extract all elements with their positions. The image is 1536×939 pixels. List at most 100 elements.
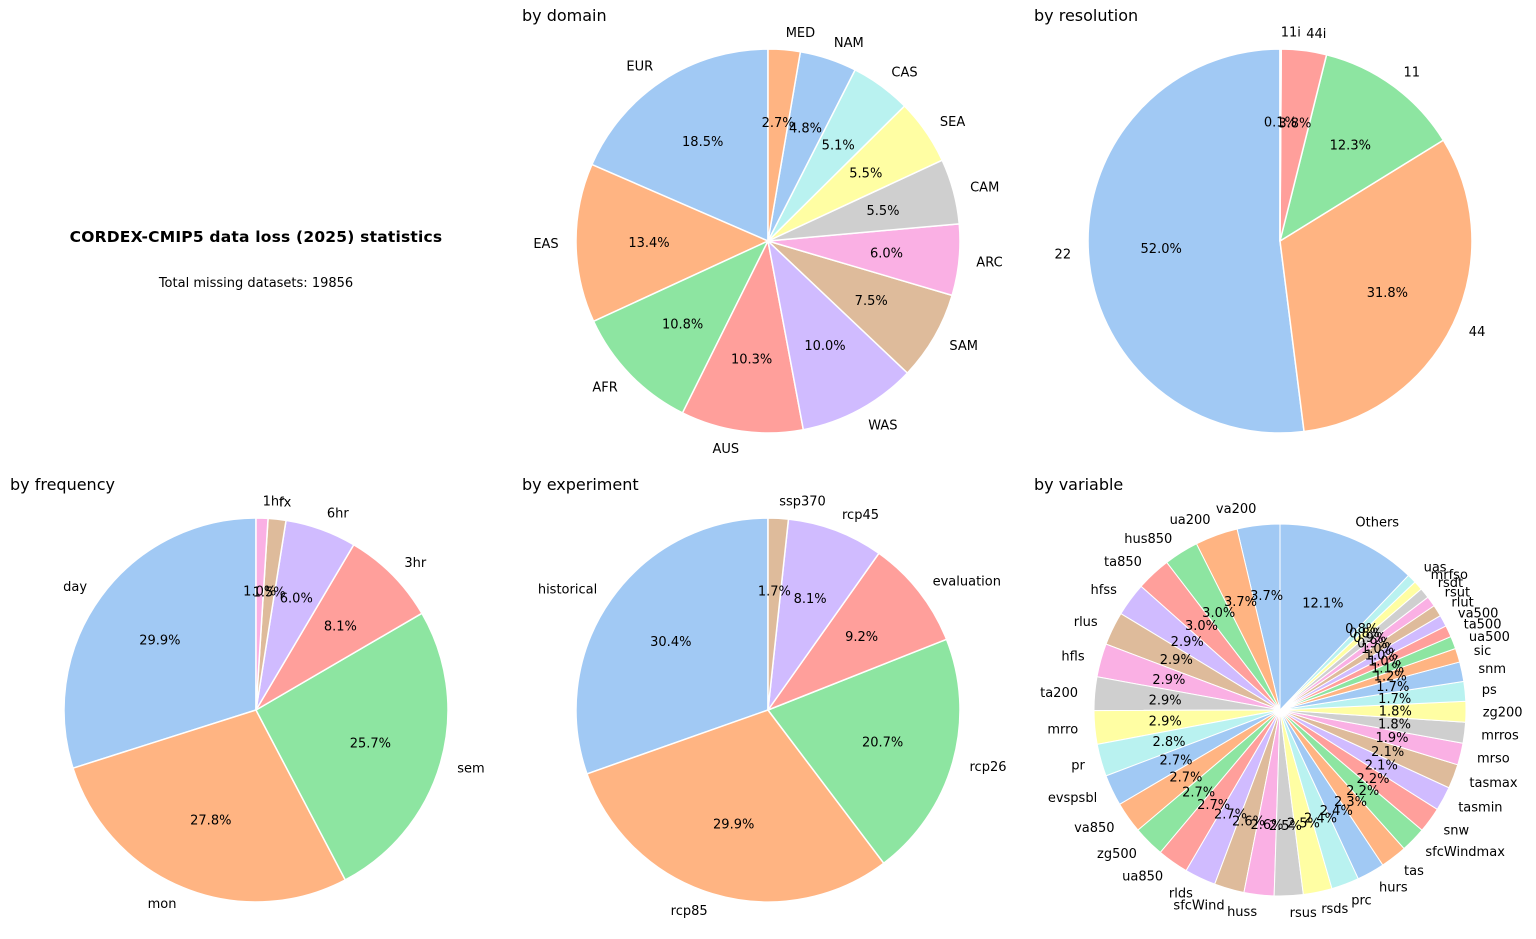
pie-label-rcp85: rcp85 [671, 904, 708, 919]
pie-percent-va850: 2.7% [1169, 770, 1202, 785]
pie-slices [63, 517, 449, 903]
pie-label-ta850: ta850 [1104, 555, 1142, 570]
pie-slice-AFR [592, 240, 769, 414]
chart-title-by-domain: by domain [522, 6, 607, 25]
pie-label-huss: huss [1227, 905, 1257, 920]
pie-label-tasmin: tasmin [1458, 800, 1502, 815]
pie-percent-11i: 0.1% [1264, 116, 1297, 131]
pie-percent-AUS: 10.3% [731, 352, 772, 367]
pie-slice-rcp26 [767, 638, 961, 864]
pie-label-hus850: hus850 [1124, 532, 1172, 547]
pie-label-ua200: ua200 [1170, 513, 1211, 528]
chart-title-by-frequency: by frequency [10, 475, 115, 494]
pie-slice-AUS [681, 240, 805, 434]
pie-percent-rsds: 2.5% [1287, 816, 1320, 831]
pie-label-SEA: SEA [940, 115, 965, 130]
pie-label-ta500: ta500 [1464, 618, 1502, 633]
chart-title-by-resolution: by resolution [1034, 6, 1139, 25]
pie-label-zg500: zg500 [1097, 847, 1137, 862]
pie-percent-ta850: 3.0% [1185, 619, 1218, 634]
pie-label-sem: sem [457, 761, 484, 776]
pie-label-day: day [63, 580, 87, 595]
pie-label-ta200: ta200 [1040, 686, 1078, 701]
pie-label-va850: va850 [1074, 821, 1114, 836]
pie-label-evaluation: evaluation [933, 574, 1001, 589]
chart-by-resolution: by resolution 52.0% 22 31.8% 44 12.3% 11 3.8% 4… [1024, 0, 1536, 469]
pie-slices [1093, 523, 1467, 897]
pie-percent-EAS: 13.4% [628, 236, 669, 251]
pie-label-fx: fx [279, 496, 292, 511]
chart-title-by-variable: by variable [1034, 475, 1124, 494]
pie-percent-mrro: 2.9% [1149, 714, 1182, 729]
pie-percent-rsus: 2.5% [1269, 819, 1302, 834]
pie-slice-mon [72, 709, 347, 903]
pie-percent-NAM: 4.8% [789, 122, 822, 137]
pie-percent-CAS: 5.1% [822, 138, 855, 153]
pie-label-va200: va200 [1216, 502, 1256, 517]
pie-labels: 52.0% 22 31.8% 44 12.3% 11 3.8% 44i 0.1% 11i [1055, 25, 1486, 340]
pie-label-tas: tas [1404, 864, 1424, 879]
pie-slice-3hr [255, 543, 423, 711]
pie-percent-evaluation: 9.2% [845, 630, 878, 645]
pie-slice-11i [1279, 48, 1282, 242]
pie-label-CAM: CAM [970, 180, 999, 195]
pie-percent-va500: 1.0% [1365, 648, 1398, 663]
pie-label-AFR: AFR [592, 380, 617, 395]
pie-percent-hfls: 2.9% [1152, 673, 1185, 688]
pie-percent-historical: 30.4% [650, 635, 691, 650]
pie-percent-hfss: 2.9% [1171, 635, 1204, 650]
pie-percent-rlut: 1.0% [1361, 642, 1394, 657]
pie-label-ARC: ARC [976, 255, 1002, 270]
pie-label-evspsbl: evspsbl [1048, 791, 1097, 806]
pie-label-rcp45: rcp45 [842, 508, 879, 523]
pie-by-variable: 3.7% va200 3.7% ua200 3.0% hus850 3.0% ta850 2.9… [1040, 502, 1522, 921]
pie-percent-sfcWindmax: 2.2% [1346, 784, 1379, 799]
pie-label-22: 22 [1055, 248, 1072, 263]
pie-slices [1087, 48, 1473, 434]
pie-label-EAS: EAS [533, 237, 558, 252]
pie-label-3hr: 3hr [404, 556, 427, 571]
pie-slice-22 [1087, 48, 1305, 434]
pie-percent-mrfso: 0.8% [1349, 626, 1382, 641]
pie-label-hfls: hfls [1061, 649, 1084, 664]
pie-label-SAM: SAM [949, 339, 978, 354]
pie-label-mrros: mrros [1481, 728, 1519, 743]
pie-percent-fx: 1.5% [253, 585, 286, 600]
pie-slice-rcp45 [767, 518, 880, 711]
pie-percent-sem: 25.7% [350, 736, 391, 751]
chart-title-by-experiment: by experiment [522, 475, 639, 494]
pie-percent-tasmin: 2.1% [1365, 759, 1398, 774]
pie-percent-ua500: 1.1% [1371, 662, 1404, 677]
pie-percent-hus850: 3.0% [1202, 606, 1235, 621]
pie-percent-rsut: 0.9% [1357, 636, 1390, 651]
pie-percent-Others: 12.1% [1302, 596, 1343, 611]
pie-labels: 3.7% va200 3.7% ua200 3.0% hus850 3.0% ta850 2.9… [1040, 502, 1522, 921]
pie-label-zg200: zg200 [1483, 705, 1523, 720]
pie-percent-evspsbl: 2.7% [1159, 753, 1192, 768]
pie-slice-evaluation [767, 552, 948, 711]
pie-percent-6hr: 6.0% [280, 592, 313, 607]
pie-percent-sfcWind: 2.6% [1232, 814, 1265, 829]
pie-percent-snm: 1.7% [1376, 680, 1409, 695]
pie-labels: 30.4% historical 29.9% rcp85 20.7% rcp26 9.2% e… [538, 495, 1007, 919]
pie-slice-WAS [767, 240, 909, 431]
pie-label-CAS: CAS [891, 66, 917, 81]
pie-percent-ua200: 3.7% [1224, 595, 1257, 610]
pie-percent-snw: 2.2% [1356, 772, 1389, 787]
pie-by-resolution: 52.0% 22 31.8% 44 12.3% 11 3.8% 44i 0.1% 11i [1055, 25, 1486, 434]
pie-label-44i: 44i [1306, 27, 1326, 42]
pie-label-sfcWind: sfcWind [1173, 899, 1224, 914]
pie-percent-11: 12.3% [1330, 138, 1371, 153]
pie-label-WAS: WAS [868, 418, 897, 433]
pie-percent-hurs: 2.4% [1320, 804, 1353, 819]
pie-percent-SAM: 7.5% [855, 294, 888, 309]
pie-percent-ssp370: 1.7% [758, 585, 791, 600]
pie-slice-day [63, 517, 257, 769]
pie-percent-44i: 3.8% [1278, 116, 1311, 131]
pie-label-NAM: NAM [834, 36, 864, 51]
pie-percent-1hr: 1.0% [243, 585, 276, 600]
pie-percent-zg500: 2.7% [1182, 785, 1215, 800]
pie-label-ssp370: ssp370 [779, 495, 826, 510]
pie-slices [575, 517, 961, 903]
